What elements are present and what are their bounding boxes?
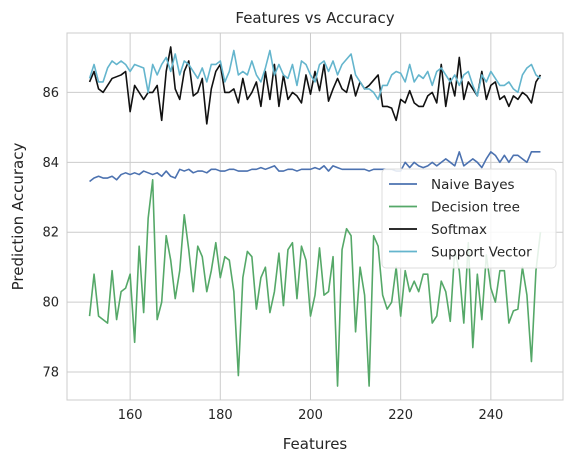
chart-title: Features vs Accuracy <box>235 9 394 27</box>
y-tick-label: 78 <box>42 366 59 381</box>
series-line-naive-bayes <box>89 151 541 183</box>
y-tick-label: 82 <box>42 226 59 241</box>
x-tick-label: 160 <box>118 408 143 423</box>
y-tick-label: 84 <box>42 156 59 171</box>
tick-labels: 160 180 200 220 240 78 80 82 84 86 <box>42 86 503 423</box>
legend-label-naive-bayes: Naive Bayes <box>431 177 515 193</box>
series-lines <box>88 46 542 387</box>
legend-box <box>381 168 557 269</box>
series-line-softmax <box>88 46 542 125</box>
legend-label-softmax: Softmax <box>431 222 487 238</box>
plot-frame <box>66 32 564 401</box>
x-tick-label: 220 <box>388 408 413 423</box>
legend: Naive Bayes Decision tree Softmax Support V… <box>381 168 557 269</box>
x-tick-label: 240 <box>478 408 503 423</box>
series-line-support-vector <box>88 49 541 101</box>
y-axis-title: Prediction Accuracy <box>9 143 27 291</box>
legend-label-support-vector: Support Vector <box>431 245 532 261</box>
y-tick-label: 86 <box>42 86 59 101</box>
series-line-decision-tree <box>88 179 542 387</box>
x-tick-label: 200 <box>298 408 323 423</box>
x-axis-title: Features <box>283 435 348 453</box>
x-tick-label: 180 <box>208 408 233 423</box>
y-tick-label: 80 <box>42 296 59 311</box>
legend-label-decision-tree: Decision tree <box>431 200 520 216</box>
